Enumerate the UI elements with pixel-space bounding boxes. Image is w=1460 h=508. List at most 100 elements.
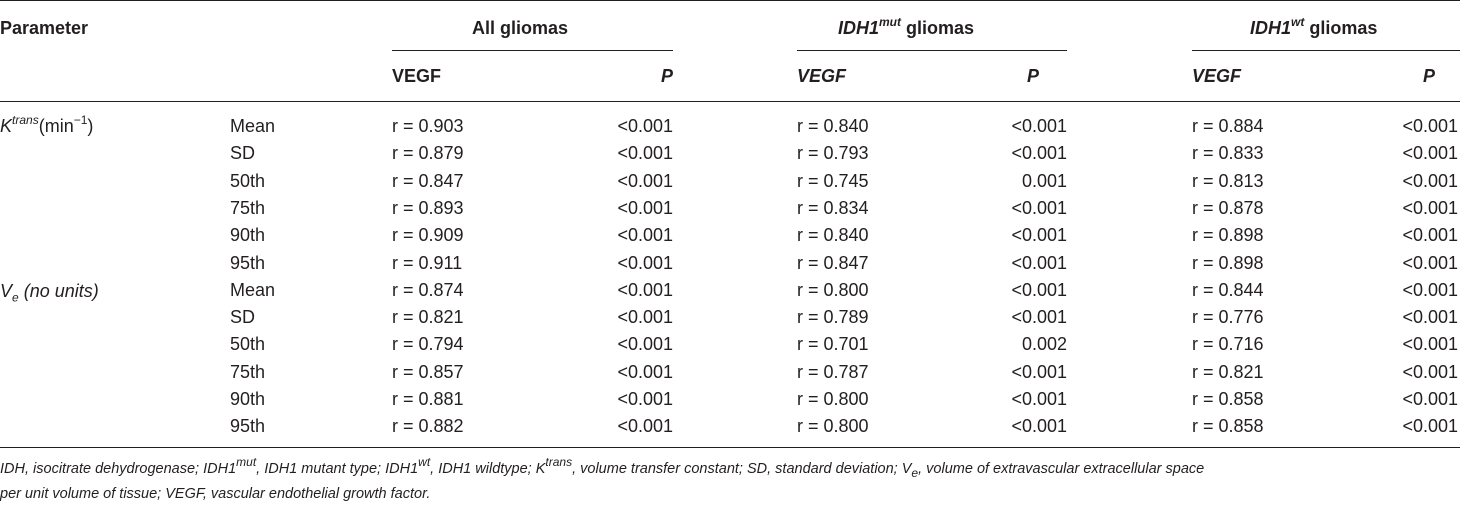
cell-wt-r: r = 0.833 bbox=[1192, 143, 1264, 163]
cell-all-r: r = 0.909 bbox=[392, 225, 464, 245]
cell-stat: 75th bbox=[230, 362, 266, 382]
cell-wt-p: <0.001 bbox=[1402, 143, 1458, 163]
footnote-part-3: , IDH1 wildtype; K bbox=[430, 461, 546, 477]
cell-all-r: r = 0.911 bbox=[392, 253, 463, 273]
cell-stat: Mean bbox=[230, 116, 276, 136]
footnote-line-2: per unit volume of tissue; VEGF, vascula… bbox=[0, 486, 431, 502]
table-top-rule bbox=[0, 0, 1460, 1]
cell-all-p: <0.001 bbox=[617, 389, 673, 409]
subheader-p-all: P bbox=[660, 66, 673, 86]
cell-all-r: r = 0.874 bbox=[392, 280, 464, 300]
cell-wt-r: r = 0.878 bbox=[1192, 198, 1264, 218]
cell-all-p: <0.001 bbox=[617, 171, 673, 191]
group-rule-mut bbox=[797, 50, 1067, 51]
cell-all-p: <0.001 bbox=[617, 116, 673, 136]
cell-all-p: <0.001 bbox=[617, 280, 673, 300]
cell-stat: 50th bbox=[230, 171, 266, 191]
cell-all-r: r = 0.857 bbox=[392, 362, 464, 382]
cell-all-r: r = 0.879 bbox=[392, 143, 464, 163]
cell-wt-r: r = 0.884 bbox=[1192, 116, 1264, 136]
cell-mut-p: <0.001 bbox=[1011, 362, 1067, 382]
group-rule-all bbox=[392, 50, 673, 51]
cell-stat: 95th bbox=[230, 416, 266, 436]
group-wt-gene: IDH1 bbox=[1250, 18, 1292, 38]
param-ve-base: V bbox=[0, 281, 13, 301]
cell-wt-p: <0.001 bbox=[1402, 198, 1458, 218]
cell-all-r: r = 0.821 bbox=[392, 307, 464, 327]
cell-mut-r: r = 0.847 bbox=[797, 253, 869, 273]
group-rule-wt bbox=[1192, 50, 1460, 51]
cell-mut-p: <0.001 bbox=[1011, 116, 1067, 136]
cell-wt-r: r = 0.858 bbox=[1192, 416, 1264, 436]
cell-stat: 50th bbox=[230, 334, 266, 354]
cell-stat: SD bbox=[230, 143, 256, 163]
cell-mut-p: <0.001 bbox=[1011, 253, 1067, 273]
cell-wt-p: <0.001 bbox=[1402, 116, 1458, 136]
group-header-wt: IDH1wt gliomas bbox=[1250, 15, 1378, 39]
group-header-all: All gliomas bbox=[472, 17, 568, 39]
footnote-part-5: , volume of extravascular extracellular … bbox=[918, 461, 1205, 477]
cell-all-p: <0.001 bbox=[617, 334, 673, 354]
cell-wt-p: <0.001 bbox=[1402, 389, 1458, 409]
param-ktrans-unit-sup: −1 bbox=[73, 113, 88, 127]
cell-stat: SD bbox=[230, 307, 256, 327]
subheader-vegf-wt: VEGF bbox=[1192, 66, 1242, 86]
cell-wt-p: <0.001 bbox=[1402, 334, 1458, 354]
cell-mut-r: r = 0.834 bbox=[797, 198, 869, 218]
group-wt-label: gliomas bbox=[1304, 18, 1378, 38]
subheader-p-wt: P bbox=[1422, 66, 1435, 86]
cell-mut-r: r = 0.840 bbox=[797, 116, 869, 136]
cell-stat: 90th bbox=[230, 225, 266, 245]
param-ktrans-sup: trans bbox=[12, 113, 39, 127]
footnote-part-1: IDH, isocitrate dehydrogenase; IDH1 bbox=[0, 461, 237, 477]
footnote-sup-3: trans bbox=[545, 455, 573, 470]
cell-wt-r: r = 0.898 bbox=[1192, 253, 1264, 273]
group-mut-label: gliomas bbox=[901, 18, 975, 38]
cell-wt-r: r = 0.776 bbox=[1192, 307, 1264, 327]
cell-all-p: <0.001 bbox=[617, 225, 673, 245]
footnote-part-4: , volume transfer constant; SD, standard… bbox=[572, 461, 912, 477]
cell-mut-p: <0.001 bbox=[1011, 307, 1067, 327]
footnote-line-1: IDH, isocitrate dehydrogenase; IDH1mut, … bbox=[0, 456, 1205, 480]
group-all-label: All gliomas bbox=[472, 18, 569, 38]
footnote-sup-1: mut bbox=[236, 455, 257, 470]
cell-wt-r: r = 0.844 bbox=[1192, 280, 1264, 300]
group-mut-sup: mut bbox=[879, 15, 902, 29]
cell-mut-p: <0.001 bbox=[1011, 280, 1067, 300]
cell-wt-r: r = 0.821 bbox=[1192, 362, 1264, 382]
cell-wt-p: <0.001 bbox=[1402, 362, 1458, 382]
cell-stat: 90th bbox=[230, 389, 266, 409]
cell-mut-r: r = 0.745 bbox=[797, 171, 869, 191]
param-ktrans-unit-close: ) bbox=[87, 116, 94, 136]
cell-mut-r: r = 0.787 bbox=[797, 362, 869, 382]
cell-wt-p: <0.001 bbox=[1402, 307, 1458, 327]
cell-mut-r: r = 0.800 bbox=[797, 280, 869, 300]
cell-mut-p: <0.001 bbox=[1011, 198, 1067, 218]
cell-mut-p: <0.001 bbox=[1011, 416, 1067, 436]
cell-all-p: <0.001 bbox=[617, 416, 673, 436]
group-wt-sup: wt bbox=[1291, 15, 1305, 29]
subheader-vegf-all: VEGF bbox=[392, 66, 442, 86]
cell-all-r: r = 0.893 bbox=[392, 198, 464, 218]
subheader-vegf-mut: VEGF bbox=[797, 66, 847, 86]
cell-stat: 95th bbox=[230, 253, 266, 273]
cell-mut-r: r = 0.701 bbox=[797, 334, 869, 354]
param-ve-unit: (no units) bbox=[18, 281, 99, 301]
header-bottom-rule bbox=[0, 101, 1460, 102]
parameter-header: Parameter bbox=[0, 18, 89, 38]
cell-wt-r: r = 0.813 bbox=[1192, 171, 1264, 191]
cell-mut-p: <0.001 bbox=[1011, 225, 1067, 245]
param-ve-sub: e bbox=[12, 290, 19, 305]
cell-all-p: <0.001 bbox=[617, 307, 673, 327]
footnote-part-2: , IDH1 mutant type; IDH1 bbox=[256, 461, 419, 477]
param-ve: Ve (no units) bbox=[0, 280, 99, 305]
param-ktrans-base: K bbox=[0, 116, 13, 136]
param-ktrans: Ktrans(min−1) bbox=[0, 113, 94, 137]
subheader-p-mut: P bbox=[1027, 66, 1040, 86]
cell-wt-p: <0.001 bbox=[1402, 280, 1458, 300]
cell-mut-r: r = 0.800 bbox=[797, 416, 869, 436]
cell-wt-p: <0.001 bbox=[1402, 253, 1458, 273]
cell-wt-r: r = 0.716 bbox=[1192, 334, 1264, 354]
cell-mut-r: r = 0.840 bbox=[797, 225, 869, 245]
cell-all-p: <0.001 bbox=[617, 198, 673, 218]
